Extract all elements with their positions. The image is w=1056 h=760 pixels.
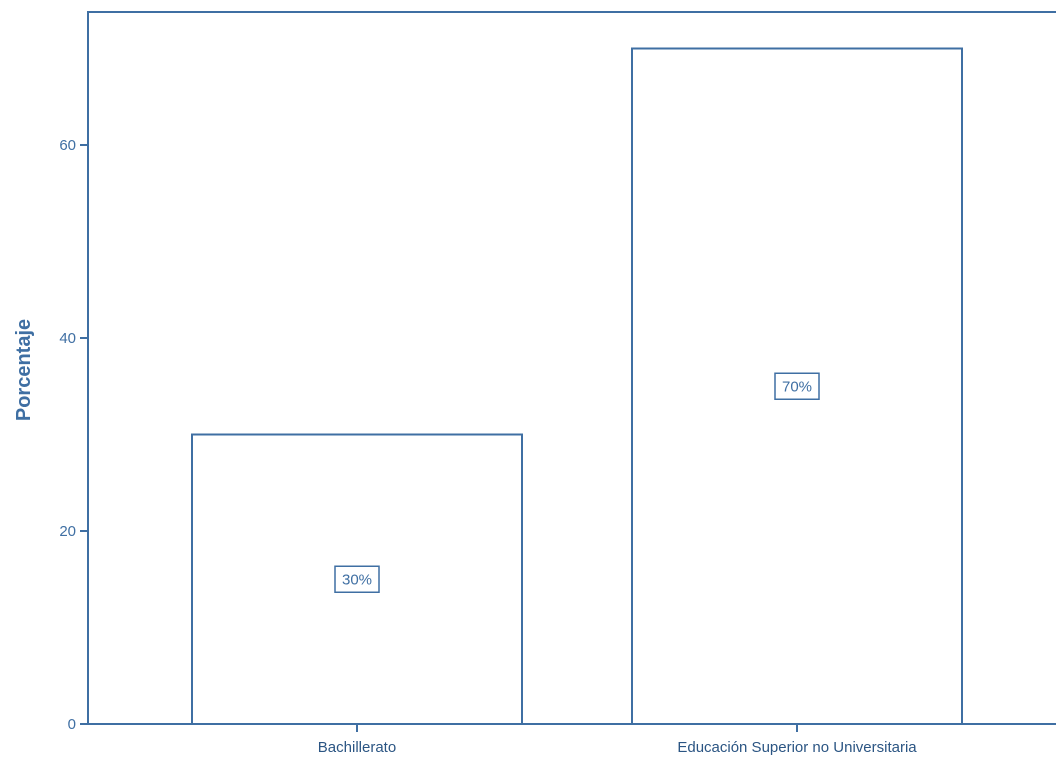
data-label: 30% [342,571,372,588]
data-label: 70% [782,378,812,395]
x-tick-label: Educación Superior no Universitaria [677,739,917,756]
x-tick-label: Bachillerato [318,739,396,756]
data-label-box [774,372,820,400]
plot-frame [87,11,1056,725]
x-axis-ticks: Bachillerato Educación Superior no Univer… [318,724,917,756]
y-tick-label: 40 [59,330,76,347]
y-tick-label: 20 [59,523,76,540]
y-axis-label: Porcentaje [13,319,35,421]
y-axis-ticks: 0 20 40 60 [59,137,88,733]
bars: 30% 70% [191,47,963,725]
y-tick-label: 60 [59,137,76,154]
data-label-box [334,565,380,593]
y-tick-label: 0 [68,716,76,733]
